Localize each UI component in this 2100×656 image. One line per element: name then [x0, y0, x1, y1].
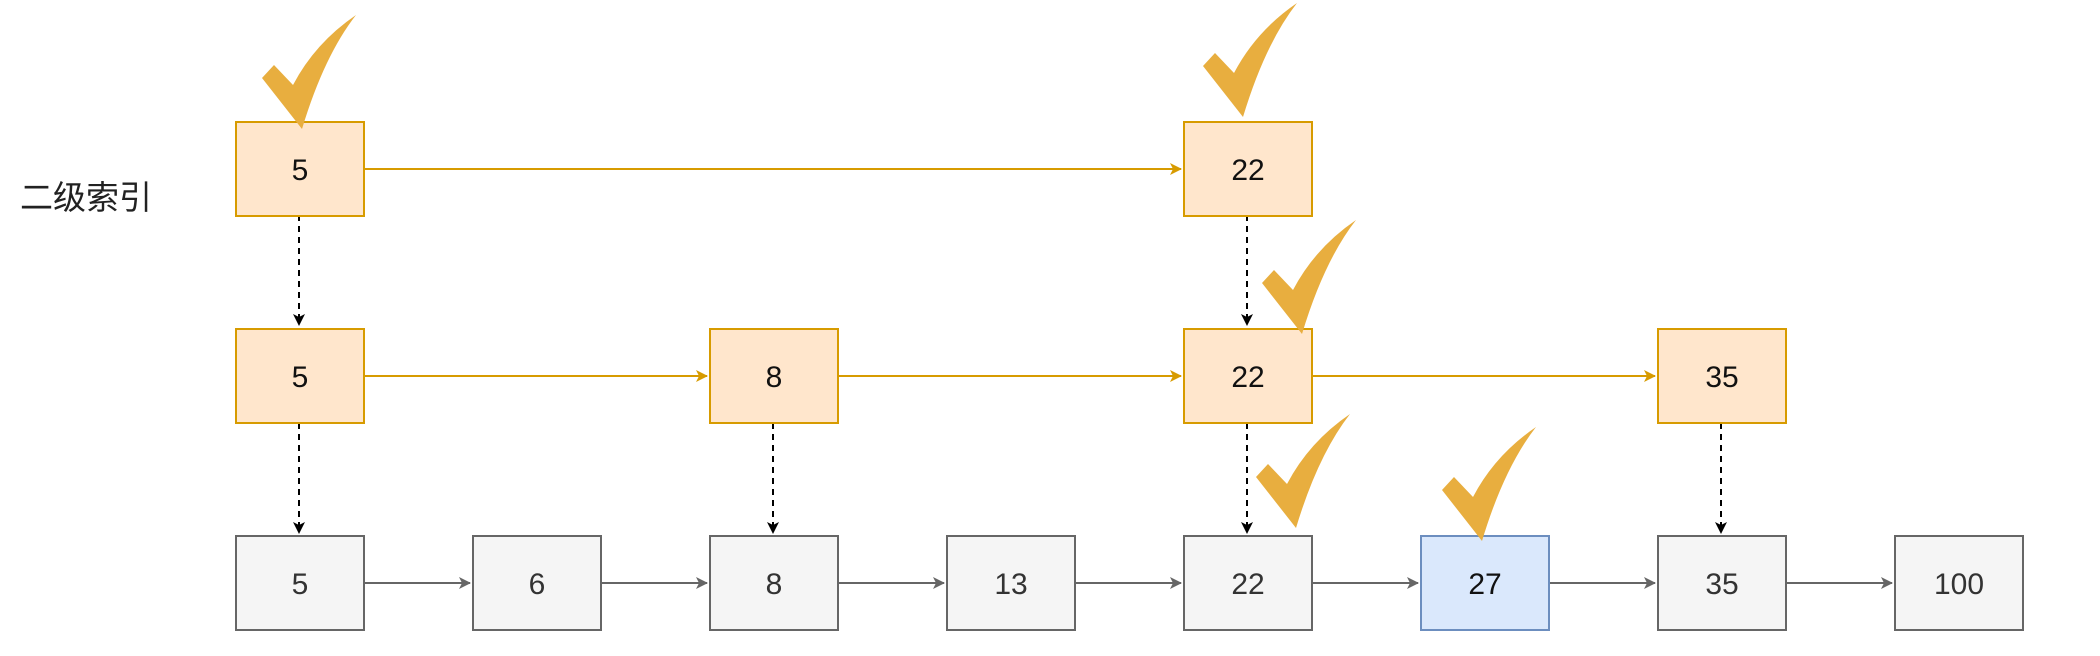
checkmark-icon	[1203, 3, 1297, 117]
level1-node-35: 35	[1657, 328, 1787, 424]
node-value: 5	[292, 568, 309, 601]
checkmark-icon	[1256, 414, 1350, 528]
node-value: 35	[1705, 568, 1738, 601]
second-level-index-label: 二级索引	[20, 178, 152, 217]
node-value: 8	[766, 568, 783, 601]
node-value: 5	[292, 154, 309, 187]
base-node-6: 6	[472, 535, 602, 631]
base-node-13: 13	[946, 535, 1076, 631]
node-value: 22	[1231, 154, 1264, 187]
node-value: 100	[1934, 568, 1984, 601]
base-node-27-target: 27	[1420, 535, 1550, 631]
base-node-5: 5	[235, 535, 365, 631]
base-node-8: 8	[709, 535, 839, 631]
node-value: 35	[1705, 361, 1738, 394]
level1-node-22: 22	[1183, 328, 1313, 424]
base-node-100: 100	[1894, 535, 2024, 631]
node-value: 22	[1231, 568, 1264, 601]
level2-node-5: 5	[235, 121, 365, 217]
checkmark-icon	[1442, 427, 1536, 541]
checkmark-icon	[262, 15, 356, 129]
node-value: 27	[1468, 568, 1501, 601]
node-value: 13	[994, 568, 1027, 601]
base-node-22: 22	[1183, 535, 1313, 631]
node-value: 6	[529, 568, 546, 601]
node-value: 22	[1231, 361, 1264, 394]
node-value: 5	[292, 361, 309, 394]
level1-node-5: 5	[235, 328, 365, 424]
level2-node-22: 22	[1183, 121, 1313, 217]
level1-node-8: 8	[709, 328, 839, 424]
base-node-35: 35	[1657, 535, 1787, 631]
node-value: 8	[766, 361, 783, 394]
checkmark-icon	[1262, 220, 1356, 334]
